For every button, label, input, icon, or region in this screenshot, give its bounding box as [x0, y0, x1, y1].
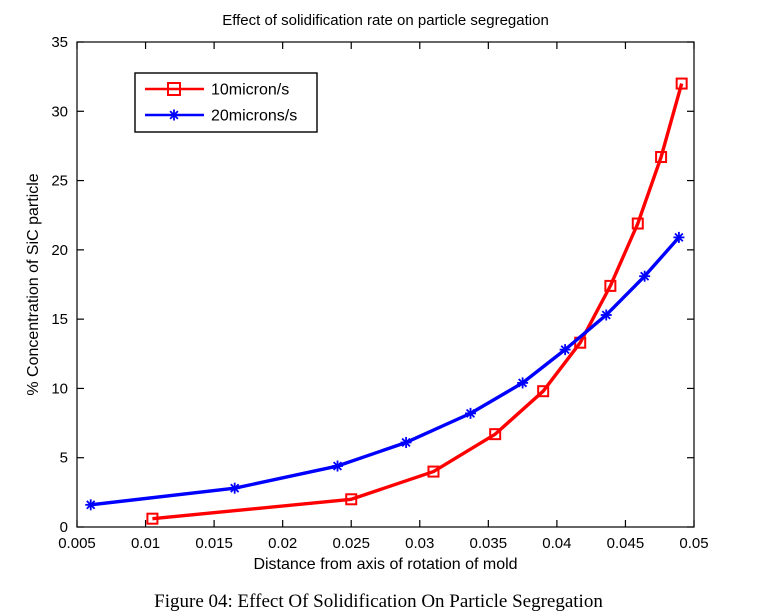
x-tick-label: 0.035 [470, 535, 508, 552]
y-tick-label: 25 [51, 173, 68, 190]
x-tick-label: 0.005 [58, 535, 96, 552]
chart-title: Effect of solidification rate on particl… [222, 12, 549, 29]
series-1 [146, 77, 688, 525]
series-line [90, 236, 681, 507]
x-tick-label: 0.04 [542, 535, 571, 552]
y-tick-label: 15 [51, 311, 68, 328]
x-tick-label: 0.05 [679, 535, 708, 552]
legend: 10micron/s 20microns/s [134, 72, 318, 133]
series-2 [85, 231, 685, 511]
legend-label: 10micron/s [211, 82, 289, 99]
y-tick-label: 35 [51, 34, 68, 51]
legend-label: 20microns/s [211, 108, 297, 125]
x-tick-label: 0.015 [195, 535, 233, 552]
x-tick-label: 0.025 [332, 535, 370, 552]
series-line [152, 83, 684, 521]
x-tick-label: 0.01 [131, 535, 160, 552]
legend-box [134, 72, 318, 133]
y-tick-label: 10 [51, 380, 68, 397]
y-tick-label: 5 [60, 450, 68, 467]
segregation-chart: 0.005 0.01 0.015 0.02 0.025 0.03 0.035 0.04 0.04… [25, 12, 709, 573]
figure-caption: Figure 04: Effect Of Solidification On P… [154, 591, 603, 612]
y-tick-label: 20 [51, 242, 68, 259]
y-tick-label: 0 [60, 519, 68, 536]
y-tick-label: 30 [51, 103, 68, 120]
x-tick-label: 0.03 [405, 535, 434, 552]
axes: 0.005 0.01 0.015 0.02 0.025 0.03 0.035 0.04 0.04… [51, 34, 708, 552]
x-tick-label: 0.045 [607, 535, 645, 552]
x-axis-label: Distance from axis of rotation of mold [253, 556, 517, 573]
y-axis-label: % Concentration of SiC particle [25, 173, 42, 395]
x-tick-label: 0.02 [268, 535, 297, 552]
